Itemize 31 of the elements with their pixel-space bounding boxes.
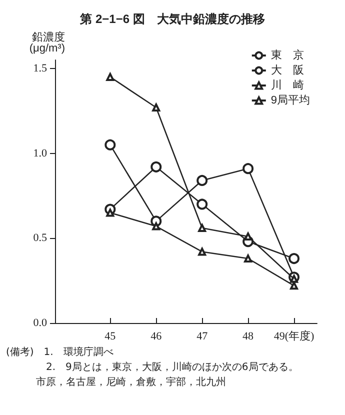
point — [288, 253, 300, 264]
point — [290, 274, 298, 283]
text: 市原，名古屋，尼崎，倉敷，宇部，北九州 — [35, 376, 227, 390]
y-tick-label: 1.5 — [33, 62, 48, 74]
legend-label: 東 京 — [270, 48, 304, 62]
x-tick-label: 47 — [196, 330, 208, 342]
point — [196, 174, 208, 186]
point — [150, 161, 162, 172]
x-tick-label: 48 — [242, 330, 254, 342]
point — [196, 198, 208, 210]
chart-title: 第 2−1−6 図 大気中鉛濃度の推移 — [79, 12, 265, 26]
y-tick-label: 1.0 — [33, 147, 48, 160]
point — [242, 163, 254, 174]
legend-label: 9局平均 — [270, 94, 310, 106]
text: (備考) 1. 環境庁調べ — [6, 346, 114, 360]
point — [198, 224, 206, 232]
x-tick-label: 49(年度) — [274, 330, 315, 342]
point — [244, 232, 252, 240]
x-tick-label: 45 — [104, 330, 116, 342]
legend-label: 大 阪 — [270, 64, 304, 76]
point — [198, 248, 206, 256]
y-tick-label: 0.0 — [33, 317, 48, 329]
x-tick-label: 46 — [150, 330, 162, 342]
point — [106, 208, 114, 217]
point — [152, 222, 160, 230]
point — [104, 139, 116, 150]
point — [106, 72, 114, 81]
legend-label: 川 崎 — [270, 78, 304, 92]
y-tick-label: 0.5 — [33, 232, 48, 244]
text: 2. 9局とは，東京，大阪，川崎のほか次の6局である。 — [45, 360, 300, 375]
y-axis-title: 鉛濃度 (μg/m³) — [29, 30, 65, 54]
